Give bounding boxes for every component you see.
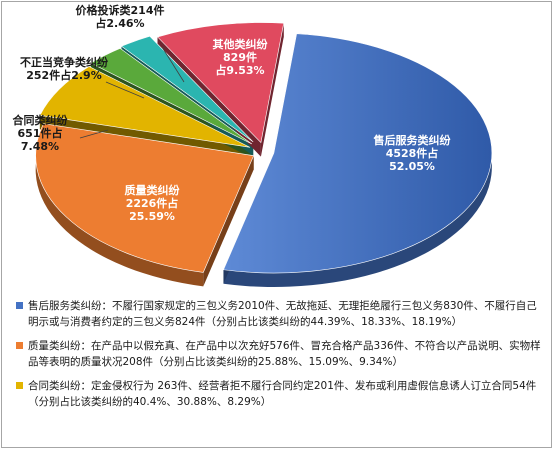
legend-item-after-sales: 售后服务类纠纷：不履行国家规定的三包义务2010件、无故拖延、无理拒绝履行三包义… xyxy=(14,298,544,330)
legend-text-after-sales: 售后服务类纠纷：不履行国家规定的三包义务2010件、无故拖延、无理拒绝履行三包义… xyxy=(28,300,537,328)
slice-price-complaint xyxy=(120,35,254,143)
slice-price-complaint-label: 价格投诉类214件占2.46% xyxy=(76,3,165,30)
legend-text-quality: 质量类纠纷：在产品中以假充真、在产品中以次充好576件、冒充合格产品336件、不… xyxy=(28,340,541,368)
slice-contract-leader-line xyxy=(79,129,109,139)
slice-quality xyxy=(35,123,255,273)
slice-other-wall xyxy=(260,23,284,157)
slice-unfair-competition-leader-line xyxy=(105,81,145,99)
slice-unfair-competition-label: 不正当竞争类纠纷 252件占2.9% xyxy=(20,55,108,82)
legend-item-quality: 质量类纠纷：在产品中以假充真、在产品中以次充好576件、冒充合格产品336件、不… xyxy=(14,338,544,370)
slice-price-complaint-leader-line xyxy=(161,46,185,83)
slice-after-sales-label: 售后服务类纠纷 4528件占 52.05% xyxy=(373,133,451,173)
slice-unfair-competition xyxy=(90,48,253,145)
slice-quality-label: 质量类纠纷 2226件占 25.59% xyxy=(125,183,180,223)
slice-quality-wall xyxy=(203,155,254,287)
slice-contract xyxy=(39,66,251,148)
legend-item-contract: 合同类纠纷：定金侵权行为 263件、经营者拒不履行合同约定201件、发布或利用虚… xyxy=(14,378,544,410)
legend-swatch-contract xyxy=(16,382,23,389)
pie-chart: 售后服务类纠纷 4528件占 52.05% 质量类纠纷 2226件占 25.59% 合同类纠… xyxy=(13,3,493,288)
slice-after-sales xyxy=(223,33,493,274)
legend-swatch-quality xyxy=(16,342,23,349)
slice-other xyxy=(156,22,285,144)
legend: 售后服务类纠纷：不履行国家规定的三包义务2010件、无故拖延、无理拒绝履行三包义… xyxy=(14,298,544,418)
slice-other-label: 其他类纠纷 829件占9.53% xyxy=(213,37,268,77)
legend-swatch-after-sales xyxy=(16,302,23,309)
legend-text-contract: 合同类纠纷：定金侵权行为 263件、经营者拒不履行合同约定201件、发布或利用虚… xyxy=(28,380,537,408)
slice-contract-label: 合同类纠纷 651件占 7.48% xyxy=(13,113,68,153)
